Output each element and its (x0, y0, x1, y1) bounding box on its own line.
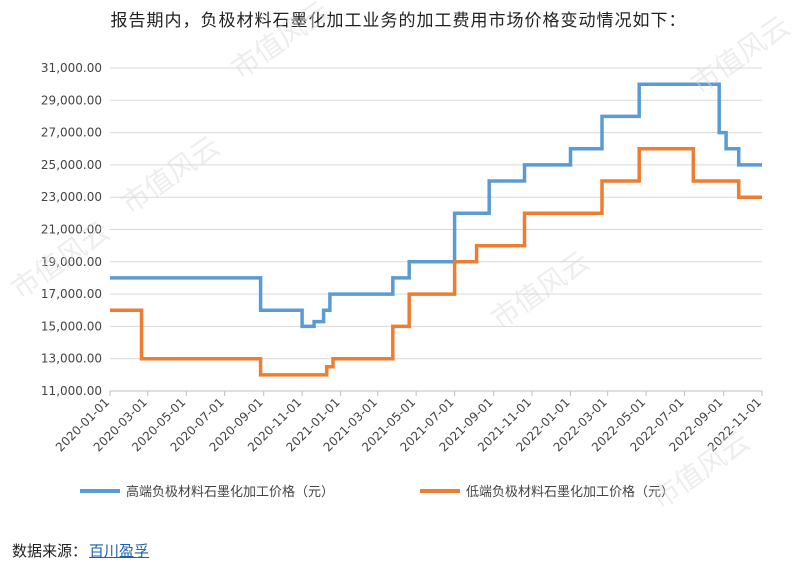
series-line-low-end (110, 147, 762, 377)
y-axis: 11,000.00 13,000.00 15,000.00 17,000.00 19,0… (41, 61, 102, 398)
page-title: 报告期内，负极材料石墨化加工业务的加工费用市场价格变动情况如下： (110, 11, 687, 31)
data-source: 数据来源： 百川盈孚 (12, 540, 149, 561)
source-label: 数据来源： (12, 542, 88, 560)
y-tick-label: 13,000.00 (41, 352, 102, 366)
y-tick-label: 23,000.00 (41, 190, 102, 204)
source-link[interactable]: 百川盈孚 (89, 542, 150, 560)
legend-label: 低端负极材料石墨化加工价格（元） (466, 484, 674, 500)
legend-label: 高端负极材料石墨化加工价格（元） (126, 484, 334, 500)
y-tick-label: 15,000.00 (41, 319, 102, 333)
gridlines (110, 67, 762, 392)
y-tick-label: 11,000.00 (41, 384, 102, 398)
y-tick-label: 25,000.00 (41, 158, 102, 172)
y-tick-label: 31,000.00 (41, 61, 102, 75)
y-tick-label: 17,000.00 (41, 287, 102, 301)
y-tick-label: 21,000.00 (41, 223, 102, 237)
legend: 高端负极材料石墨化加工价格（元） 低端负极材料石墨化加工价格（元） (80, 484, 674, 500)
series-lines (110, 82, 762, 377)
y-tick-label: 27,000.00 (41, 126, 102, 140)
x-axis: 2020-01-012020-03-012020-05-012020-07-01… (53, 390, 764, 454)
series-line-high-end (110, 82, 762, 329)
y-tick-label: 29,000.00 (41, 93, 102, 107)
y-tick-label: 19,000.00 (41, 255, 102, 269)
